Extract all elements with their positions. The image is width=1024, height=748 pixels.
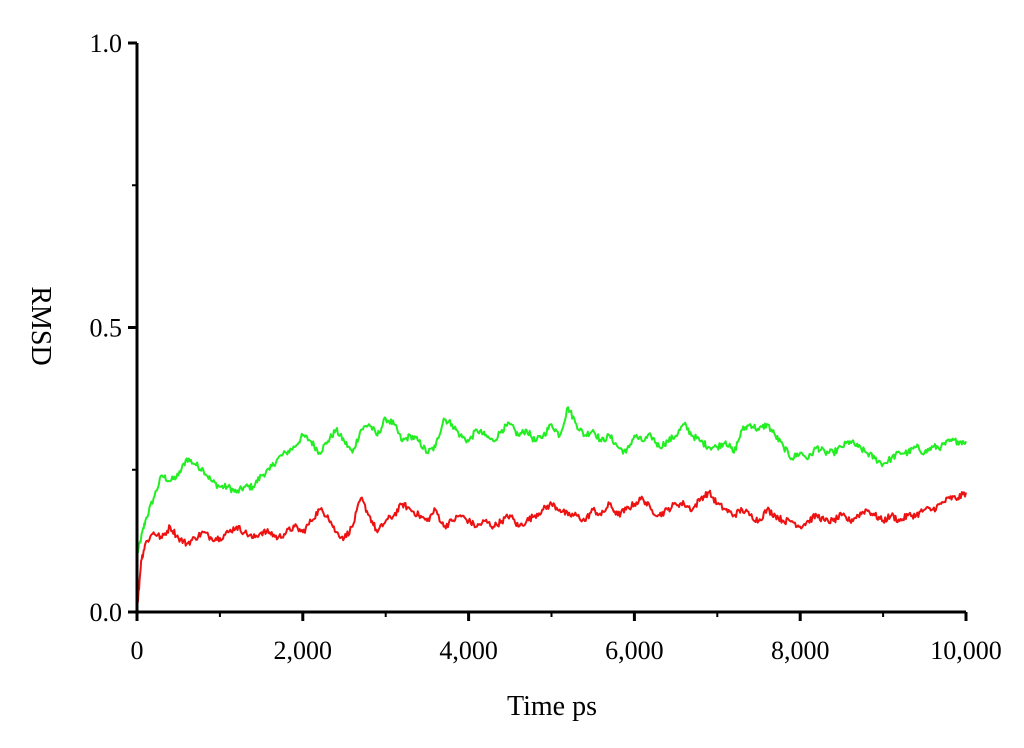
x-axis-title: Time ps (507, 691, 597, 722)
series-layer (136, 406, 967, 613)
x-tick-label: 4,000 (439, 636, 498, 665)
x-tick-label: 8,000 (771, 636, 830, 665)
x-tick-label: 2,000 (274, 636, 333, 665)
series-line-2 (136, 489, 967, 613)
ticks-layer: 0 2,000 4,000 6,000 8,000 10,000 0.0 0.5 1.0 (90, 29, 1002, 665)
series-line-1 (136, 406, 967, 556)
axes-layer (135, 43, 966, 614)
x-tick-label: 10,000 (930, 636, 1002, 665)
y-tick-label: 0.0 (90, 598, 123, 627)
x-tick-label: 0 (131, 636, 144, 665)
y-tick-label: 1.0 (90, 29, 123, 58)
y-tick-label: 0.5 (90, 314, 123, 343)
x-tick-label: 6,000 (605, 636, 664, 665)
y-axis-title: RMSD (25, 286, 56, 365)
